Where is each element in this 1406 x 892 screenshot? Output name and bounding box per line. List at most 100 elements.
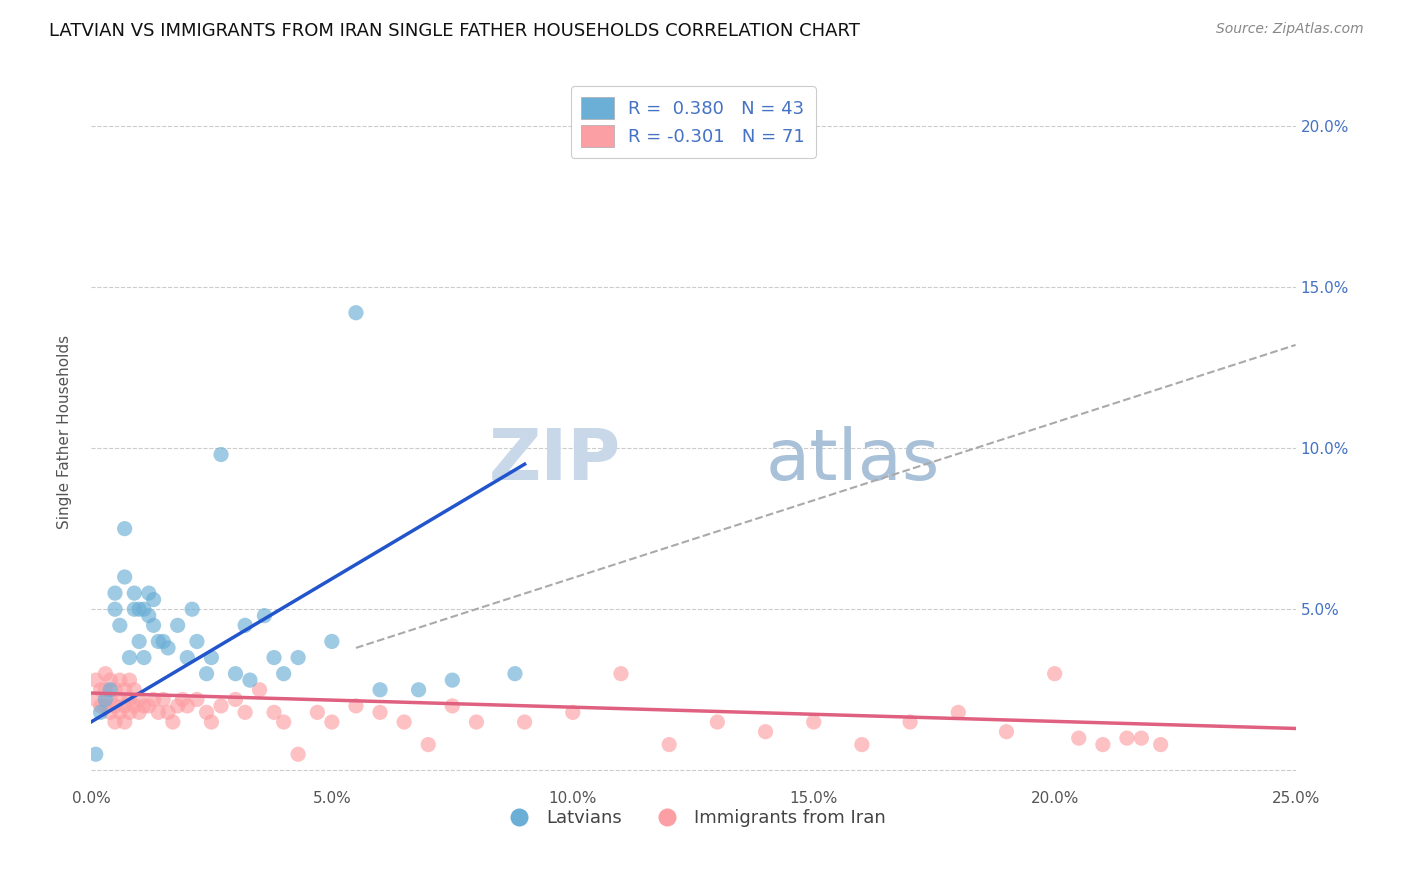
Point: [249, 682, 271, 697]
Point: [84, 673, 107, 687]
Point: [108, 673, 131, 687]
Point: [233, 706, 256, 720]
Point: [441, 698, 464, 713]
Point: [195, 706, 218, 720]
Point: [224, 666, 246, 681]
Point: [94, 698, 117, 713]
Point: [1130, 731, 1153, 746]
Point: [209, 448, 232, 462]
Point: [263, 650, 285, 665]
Text: LATVIAN VS IMMIGRANTS FROM IRAN SINGLE FATHER HOUSEHOLDS CORRELATION CHART: LATVIAN VS IMMIGRANTS FROM IRAN SINGLE F…: [49, 22, 860, 40]
Point: [104, 682, 127, 697]
Point: [138, 586, 160, 600]
Point: [118, 650, 141, 665]
Point: [209, 698, 232, 713]
Point: [176, 698, 198, 713]
Point: [408, 682, 430, 697]
Point: [186, 634, 208, 648]
Point: [658, 738, 681, 752]
Point: [132, 602, 155, 616]
Point: [94, 666, 117, 681]
Point: [948, 706, 970, 720]
Point: [344, 306, 367, 320]
Point: [344, 698, 367, 713]
Point: [287, 747, 309, 762]
Point: [706, 714, 728, 729]
Point: [152, 634, 174, 648]
Point: [124, 586, 146, 600]
Point: [90, 706, 112, 720]
Point: [98, 673, 121, 687]
Point: [186, 692, 208, 706]
Point: [114, 522, 136, 536]
Point: [132, 650, 155, 665]
Point: [128, 602, 150, 616]
Point: [368, 706, 391, 720]
Point: [851, 738, 873, 752]
Point: [803, 714, 825, 729]
Point: [148, 706, 170, 720]
Text: atlas: atlas: [765, 425, 941, 495]
Point: [1043, 666, 1066, 681]
Legend: Latvians, Immigrants from Iran: Latvians, Immigrants from Iran: [494, 802, 893, 834]
Point: [98, 682, 121, 697]
Point: [84, 692, 107, 706]
Point: [321, 634, 343, 648]
Point: [98, 706, 121, 720]
Point: [263, 706, 285, 720]
Point: [90, 682, 112, 697]
Point: [142, 692, 165, 706]
Y-axis label: Single Father Households: Single Father Households: [58, 334, 72, 529]
Point: [503, 666, 526, 681]
Point: [114, 570, 136, 584]
Point: [157, 640, 180, 655]
Point: [561, 706, 583, 720]
Point: [118, 706, 141, 720]
Point: [418, 738, 440, 752]
Point: [108, 618, 131, 632]
Point: [441, 673, 464, 687]
Point: [124, 698, 146, 713]
Point: [273, 666, 295, 681]
Point: [368, 682, 391, 697]
Point: [754, 724, 776, 739]
Point: [108, 706, 131, 720]
Point: [114, 682, 136, 697]
Point: [610, 666, 633, 681]
Point: [108, 692, 131, 706]
Point: [90, 698, 112, 713]
Point: [124, 682, 146, 697]
Point: [1150, 738, 1173, 752]
Point: [118, 673, 141, 687]
Point: [148, 634, 170, 648]
Point: [94, 682, 117, 697]
Point: [233, 618, 256, 632]
Point: [104, 602, 127, 616]
Point: [253, 608, 276, 623]
Point: [224, 692, 246, 706]
Point: [162, 714, 184, 729]
Point: [1091, 738, 1114, 752]
Point: [1067, 731, 1090, 746]
Point: [98, 692, 121, 706]
Point: [995, 724, 1018, 739]
Point: [114, 698, 136, 713]
Text: Source: ZipAtlas.com: Source: ZipAtlas.com: [1216, 22, 1364, 37]
Point: [142, 618, 165, 632]
Point: [138, 608, 160, 623]
Point: [84, 747, 107, 762]
Point: [157, 706, 180, 720]
Point: [307, 706, 329, 720]
Text: ZIP: ZIP: [489, 425, 621, 495]
Point: [128, 692, 150, 706]
Point: [114, 714, 136, 729]
Point: [239, 673, 262, 687]
Point: [128, 634, 150, 648]
Point: [465, 714, 488, 729]
Point: [273, 714, 295, 729]
Point: [118, 692, 141, 706]
Point: [124, 602, 146, 616]
Point: [104, 714, 127, 729]
Point: [176, 650, 198, 665]
Point: [321, 714, 343, 729]
